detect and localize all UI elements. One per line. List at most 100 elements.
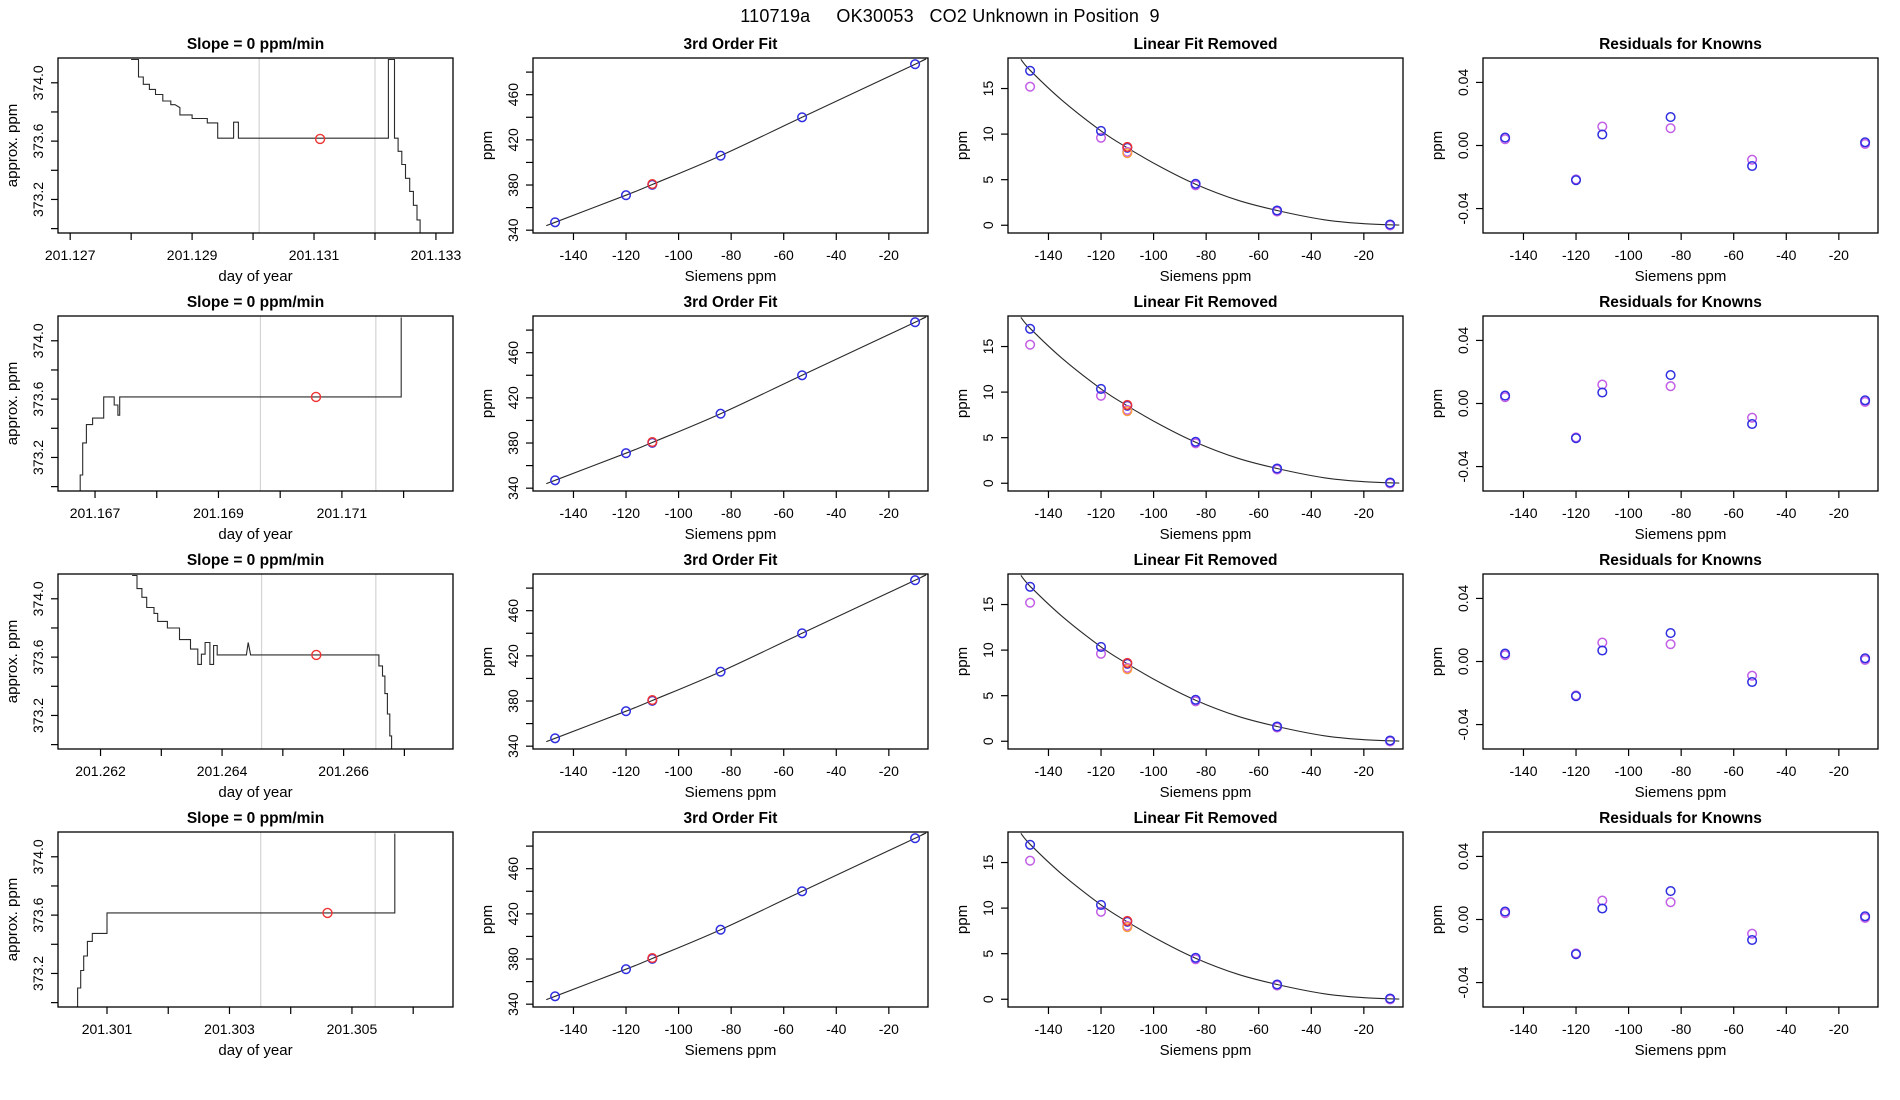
panel-data-region	[546, 316, 927, 486]
x-tick-label: -120	[1087, 505, 1115, 521]
y-axis-label: ppm	[954, 389, 971, 418]
x-tick-label: -100	[1615, 247, 1643, 263]
blue-data-point	[1597, 903, 1608, 914]
x-axis-label: day of year	[218, 268, 292, 285]
unknown-sample-marker	[322, 907, 333, 919]
y-tick-label: -0.04	[1455, 192, 1471, 224]
y-tick-label: 373.2	[30, 440, 46, 475]
x-tick-label: -80	[1671, 505, 1691, 521]
panel-r0-c3: -140 -120 -100 -80 -60 -40 -20 -0.04 0.00 0.04 Sie…	[1429, 36, 1879, 285]
blue-data-point	[620, 190, 632, 201]
x-tick-label: 201.264	[197, 763, 248, 779]
plot-frame	[1482, 831, 1879, 1008]
y-tick-label: 0.04	[1455, 585, 1471, 612]
x-tick-label: -20	[879, 247, 899, 263]
x-axis-label: day of year	[218, 784, 292, 801]
plot-frame	[532, 573, 929, 750]
panel-data-region	[1500, 112, 1871, 186]
unknown-sample-marker	[311, 649, 322, 661]
y-tick-label: 374.0	[30, 581, 46, 616]
y-axis-label: ppm	[479, 389, 496, 418]
x-tick-label: -60	[1249, 247, 1269, 263]
panel-title: Slope = 0 ppm/min	[187, 552, 324, 569]
y-tick-label: 380	[505, 947, 521, 971]
x-axis-label: Siemens ppm	[1160, 526, 1252, 543]
x-tick-label: -20	[1354, 505, 1374, 521]
x-axis-label: Siemens ppm	[1635, 1042, 1727, 1059]
x-tick-label: 201.303	[204, 1021, 255, 1037]
violet-data-point	[1025, 81, 1036, 92]
panel-data-region	[546, 574, 927, 744]
y-tick-label: 0.00	[1455, 390, 1471, 417]
x-tick-label: -120	[612, 763, 640, 779]
panel-r2-c3: -140 -120 -100 -80 -60 -40 -20 -0.04 0.00 0.04 Sie…	[1429, 552, 1879, 801]
x-tick-label: -100	[1615, 505, 1643, 521]
y-tick-label: 373.2	[30, 698, 46, 733]
x-tick-label: -100	[1140, 505, 1168, 521]
blue-data-point	[1190, 178, 1201, 189]
blue-data-point	[550, 475, 561, 486]
red-data-point	[1122, 141, 1133, 152]
x-tick-label: -120	[1562, 1021, 1590, 1037]
violet-data-point	[1025, 855, 1036, 866]
y-tick-label: 380	[505, 431, 521, 455]
x-tick-label: -140	[559, 505, 587, 521]
blue-data-point	[1190, 694, 1201, 705]
plot-frame	[1007, 831, 1404, 1008]
x-tick-label: -60	[1724, 247, 1744, 263]
y-tick-label: 373.6	[30, 381, 46, 416]
y-tick-label: 340	[505, 734, 521, 758]
violet-data-point	[1665, 639, 1676, 650]
y-tick-label: 460	[505, 599, 521, 623]
plot-frame	[532, 57, 929, 234]
x-tick-label: -40	[1301, 505, 1321, 521]
x-tick-label: 201.171	[317, 505, 368, 521]
violet-data-point	[1095, 648, 1107, 659]
blue-data-point	[715, 408, 726, 419]
plot-frame	[57, 57, 454, 234]
fit-curve	[1020, 317, 1400, 484]
panel-data-region	[546, 58, 927, 228]
y-tick-label: 0	[980, 479, 996, 487]
plot-frame	[1482, 573, 1879, 750]
blue-data-point	[1095, 125, 1107, 136]
y-tick-label: 0.00	[1455, 132, 1471, 159]
panel-data-region	[1020, 317, 1400, 489]
y-tick-label: 373.6	[30, 897, 46, 932]
y-tick-label: 340	[505, 218, 521, 242]
plot-frame	[1482, 57, 1879, 234]
blue-data-point	[1665, 628, 1676, 639]
y-tick-label: 373.6	[30, 123, 46, 158]
x-axis-label: Siemens ppm	[685, 268, 777, 285]
y-tick-label: 5	[980, 950, 996, 958]
panel-title: 3rd Order Fit	[684, 552, 778, 569]
x-tick-label: -120	[1562, 763, 1590, 779]
x-tick-label: -100	[1615, 763, 1643, 779]
x-tick-label: -100	[665, 1021, 693, 1037]
blue-data-point	[1860, 653, 1871, 664]
blue-data-point	[1190, 952, 1201, 963]
x-axis-label: Siemens ppm	[1635, 784, 1727, 801]
fit-curve	[546, 832, 927, 1001]
blue-data-point	[1272, 979, 1283, 990]
panel-title: Linear Fit Removed	[1134, 810, 1278, 827]
blue-data-point	[550, 733, 561, 744]
unknown-sample-marker	[310, 391, 322, 403]
blue-data-point	[910, 833, 921, 844]
x-tick-label: -140	[559, 763, 587, 779]
red-data-point	[647, 953, 658, 964]
x-tick-label: -20	[879, 1021, 899, 1037]
blue-data-point	[620, 448, 632, 459]
plot-frame	[1007, 57, 1404, 234]
panel-title: Residuals for Knowns	[1599, 810, 1762, 827]
violet-data-point	[1095, 132, 1107, 143]
panel-data-region	[79, 316, 402, 491]
orange-data-point	[1122, 664, 1133, 675]
y-tick-label: 460	[505, 341, 521, 365]
y-tick-label: 15	[980, 597, 996, 613]
panel-title: Residuals for Knowns	[1599, 294, 1762, 311]
x-tick-label: -80	[1671, 1021, 1691, 1037]
x-tick-label: -120	[612, 247, 640, 263]
y-tick-label: 0.04	[1455, 69, 1471, 96]
